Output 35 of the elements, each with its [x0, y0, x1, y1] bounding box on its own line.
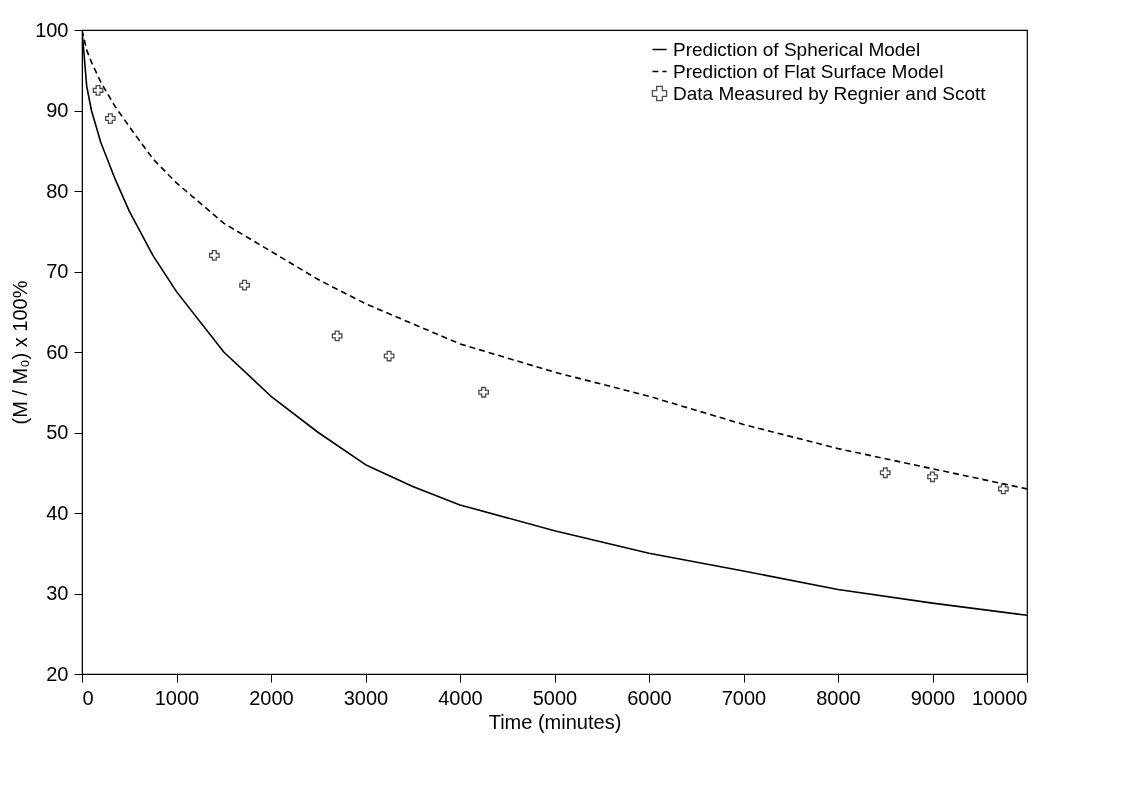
y-tick-label: 80: [46, 179, 69, 202]
x-tick-label: 0: [82, 686, 94, 709]
y-tick-label: 90: [46, 99, 69, 121]
x-axis-title: Time (minutes): [488, 710, 622, 733]
point: [478, 386, 490, 398]
x-tick-label: 3000: [343, 686, 389, 709]
y-tick-label: 60: [46, 340, 69, 363]
point: [383, 350, 395, 362]
legend-label: Data Measured by Regnier and Scott: [673, 82, 987, 104]
y-axis-title: (M / M₀) x 100%: [9, 280, 32, 425]
x-tick-label: 2000: [249, 686, 294, 709]
x-tick-label: 1000: [154, 686, 200, 709]
point: [331, 330, 343, 342]
y-tick-label: 50: [46, 421, 69, 443]
x-tick-label: 5000: [532, 686, 578, 709]
point: [997, 483, 1009, 495]
point: [879, 467, 891, 479]
y-tick-label: 100: [35, 18, 69, 41]
y-tick-label: 40: [46, 501, 69, 524]
point: [92, 84, 104, 96]
x-tick-label: 4000: [438, 686, 483, 709]
y-tick-label: 20: [46, 662, 69, 685]
x-tick-label: 9000: [910, 686, 956, 709]
point: [104, 113, 116, 124]
x-tick-label: 8000: [816, 686, 861, 709]
y-tick-label: 30: [46, 582, 69, 604]
y-tick-label: 70: [46, 260, 69, 282]
point: [927, 471, 938, 483]
legend-label: Prediction of Spherical Model: [673, 38, 921, 60]
point: [208, 250, 220, 261]
legend-label: Prediction of Flat Surface Model: [673, 60, 944, 82]
x-tick-label: 7000: [721, 686, 767, 709]
point: [239, 279, 250, 291]
x-tick-label: 10000: [971, 686, 1028, 709]
x-tick-label: 6000: [627, 686, 672, 709]
